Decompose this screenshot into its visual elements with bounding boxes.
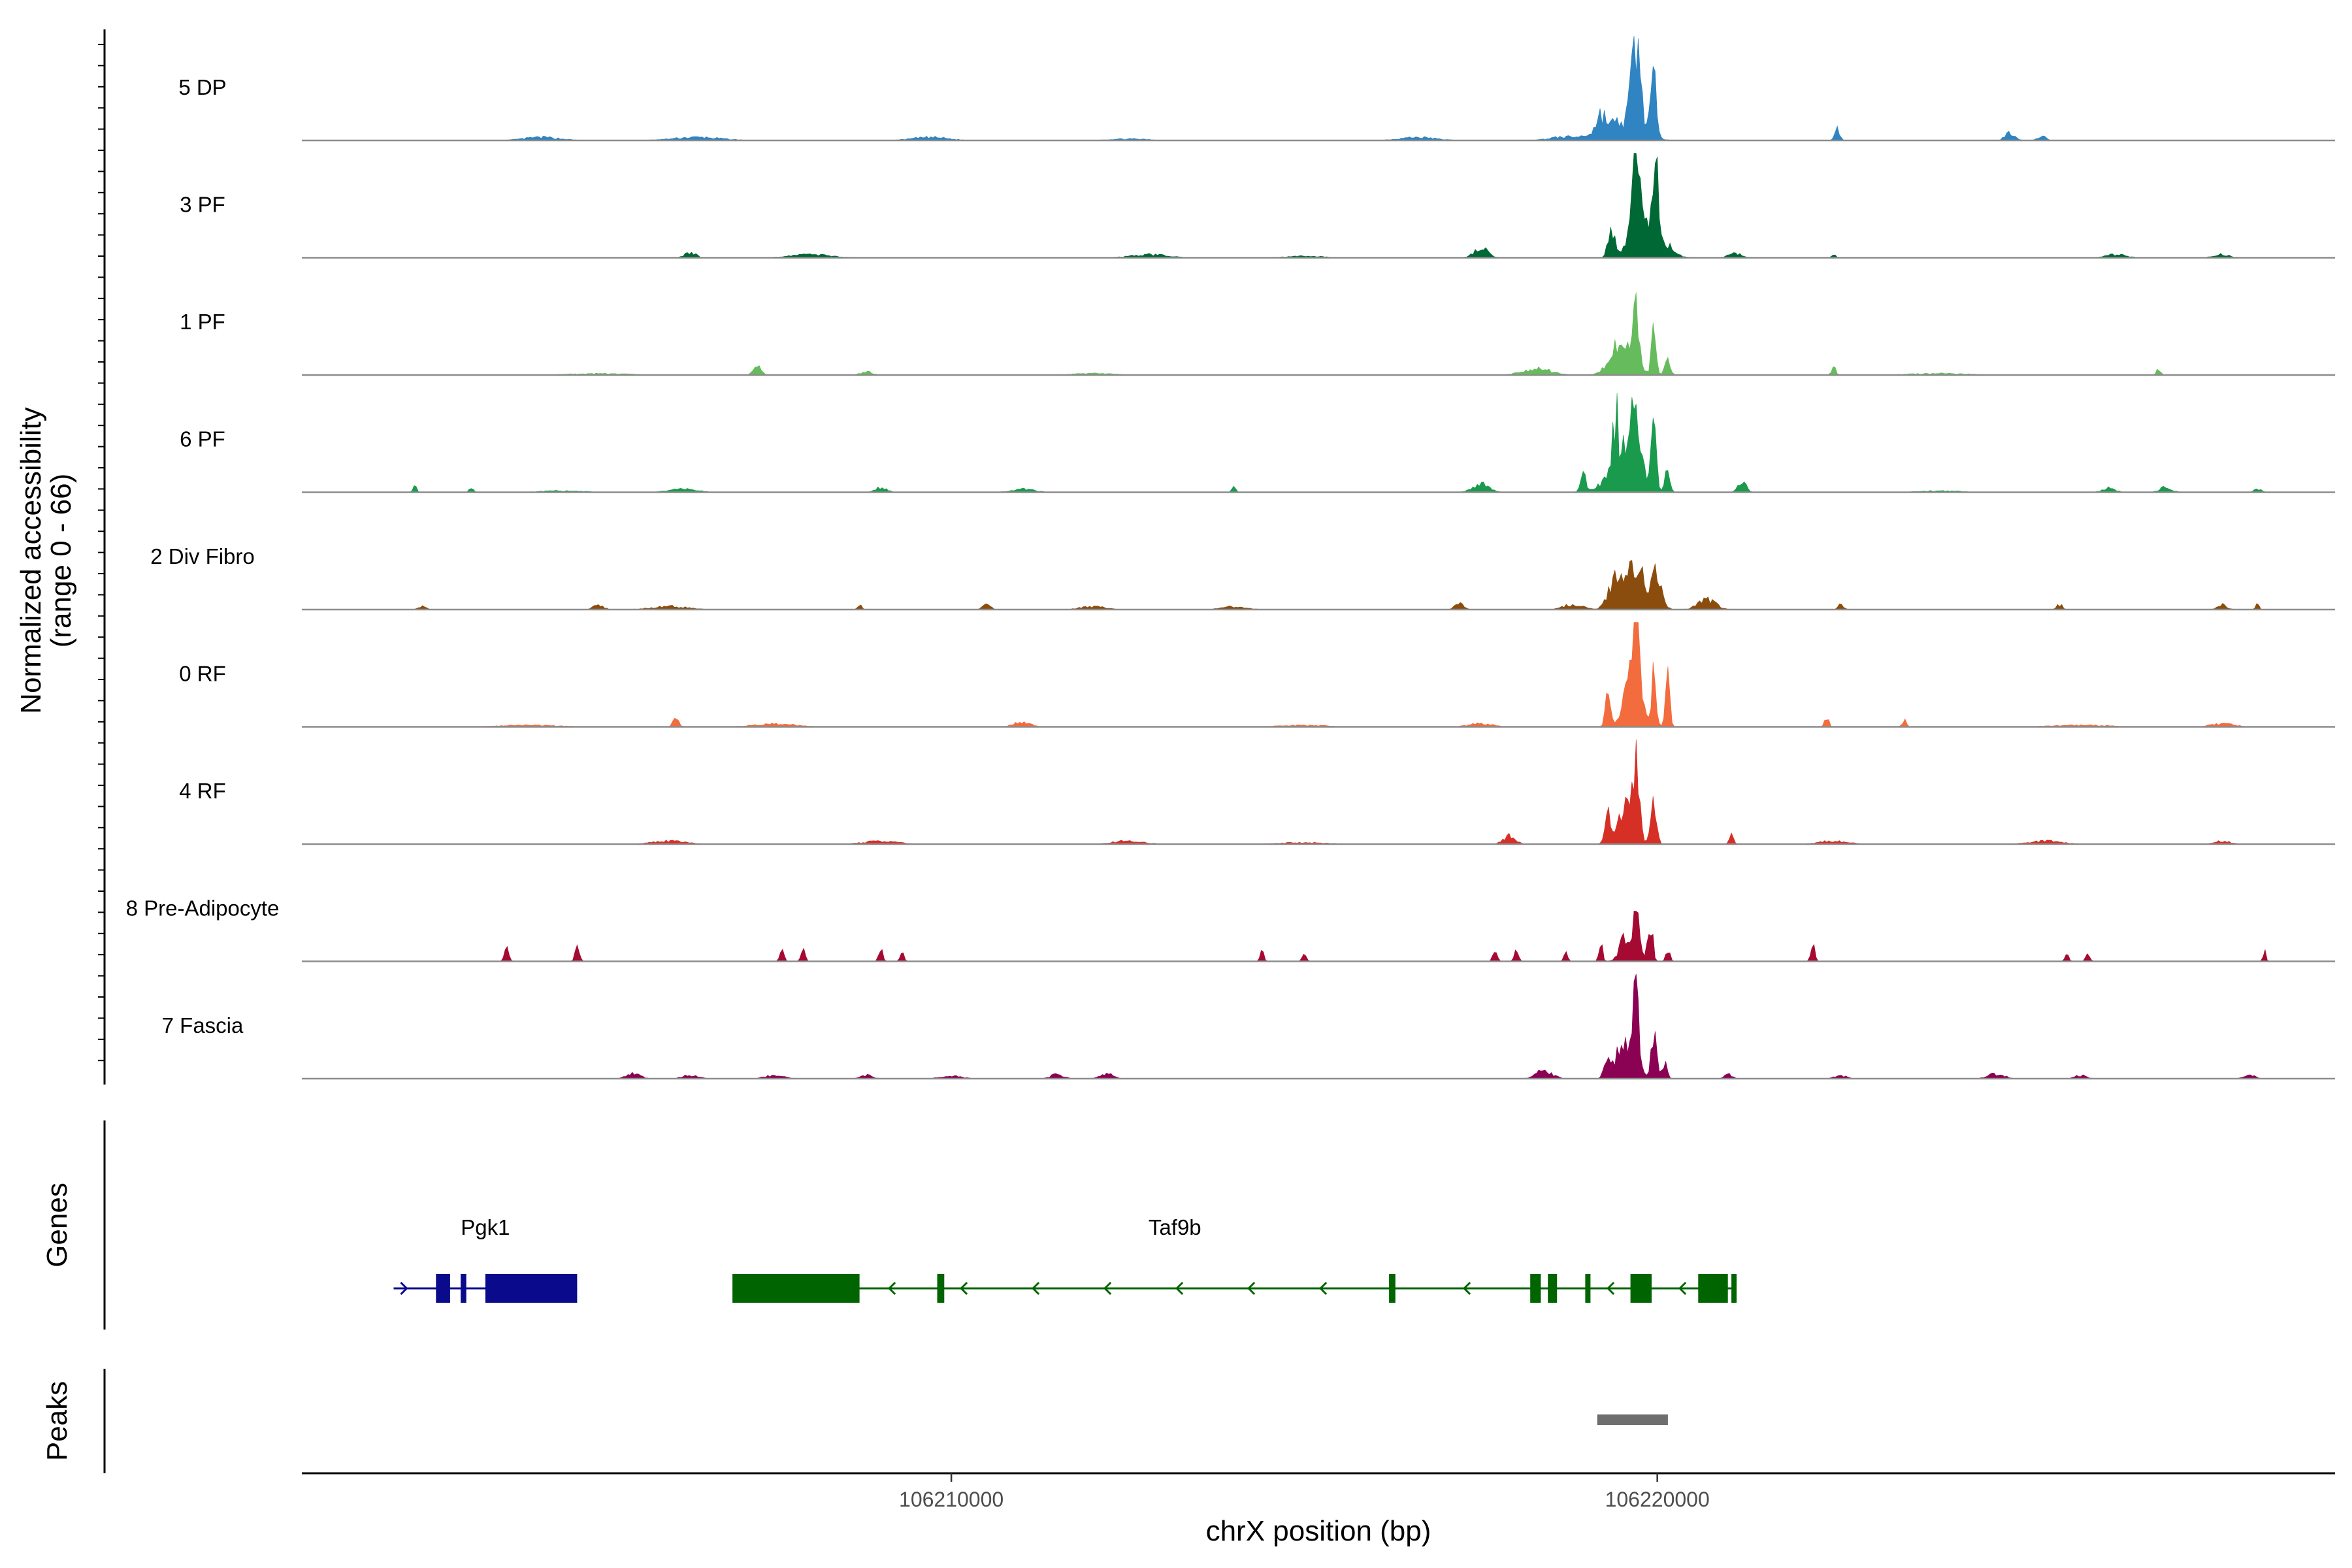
track-2: 1 PF — [180, 292, 2335, 376]
track-label: 5 DP — [178, 75, 226, 99]
x-axis: 106210000 106220000 — [302, 1472, 2335, 1511]
strand-arrow — [1247, 1281, 1256, 1296]
coverage-area — [302, 739, 2335, 845]
coverage-area — [302, 393, 2335, 493]
strand-arrow — [1607, 1281, 1615, 1296]
x-axis-title: chrX position (bp) — [1206, 1515, 1431, 1547]
track-3: 6 PF — [180, 393, 2335, 493]
gene-exon — [1389, 1274, 1396, 1303]
gene-exon — [436, 1274, 450, 1303]
strand-arrow — [400, 1281, 408, 1296]
track-8: 7 Fascia — [162, 973, 2335, 1080]
gene-models: Pgk1 Taf9b — [393, 1215, 1737, 1303]
strand-arrow — [1678, 1281, 1687, 1296]
track-0: 5 DP — [178, 35, 2335, 142]
track-label: 0 RF — [179, 662, 226, 686]
gene-exon — [1548, 1274, 1558, 1303]
x-tick-label: 106210000 — [899, 1488, 1004, 1511]
track-5: 0 RF — [179, 622, 2335, 728]
gene-pgk1: Pgk1 — [393, 1215, 578, 1303]
gene-label: Pgk1 — [461, 1215, 510, 1239]
strand-arrow — [1103, 1281, 1112, 1296]
peak-region-bar — [1597, 1414, 1668, 1425]
track-6: 4 RF — [179, 739, 2335, 845]
y-axis — [98, 29, 106, 1085]
track-label: 7 Fascia — [162, 1013, 244, 1037]
strand-arrow — [1463, 1281, 1471, 1296]
genes-panel-title: Genes — [41, 1183, 73, 1267]
track-label: 4 RF — [179, 779, 226, 803]
peaks-panel: Peaks — [41, 1369, 1668, 1473]
track-label: 1 PF — [180, 310, 225, 334]
coverage-area — [302, 560, 2335, 610]
coverage-area — [302, 153, 2335, 258]
strand-arrow — [1175, 1281, 1184, 1296]
y-axis-title: Normalized accessibility (range 0 - 66) — [15, 407, 77, 713]
coverage-area — [302, 910, 2335, 962]
strand-arrow — [888, 1281, 896, 1296]
coverage-tracks: 5 DP 3 PF 1 PF 6 PF 2 Div Fibro 0 RF 4 RF 8 Pre… — [126, 35, 2335, 1080]
genes-panel: Genes Pgk1 Taf9b — [41, 1120, 1737, 1330]
gene-exon — [461, 1274, 466, 1303]
track-1: 3 PF — [180, 153, 2335, 259]
gene-taf9b: Taf9b — [732, 1215, 1737, 1303]
y-axis-title-main: Normalized accessibility — [15, 407, 47, 713]
y-axis-title-range: (range 0 - 66) — [45, 474, 77, 648]
gene-exon — [1630, 1274, 1652, 1303]
x-tick-label: 106220000 — [1605, 1488, 1710, 1511]
coverage-area — [302, 35, 2335, 141]
gene-exon — [1530, 1274, 1541, 1303]
gene-exon — [1585, 1274, 1591, 1303]
gene-exon — [732, 1274, 860, 1303]
track-label: 2 Div Fibro — [150, 544, 255, 568]
gene-exon — [1731, 1274, 1737, 1303]
peak-regions — [1597, 1414, 1668, 1425]
gene-exon — [485, 1274, 578, 1303]
gene-label: Taf9b — [1149, 1215, 1201, 1239]
strand-arrow — [1319, 1281, 1328, 1296]
coverage-area — [302, 973, 2335, 1079]
track-label: 6 PF — [180, 427, 225, 451]
coverage-area — [302, 622, 2335, 727]
track-label: 8 Pre-Adipocyte — [126, 896, 280, 921]
gene-exon — [1698, 1274, 1728, 1303]
track-7: 8 Pre-Adipocyte — [126, 896, 2335, 962]
peaks-panel-title: Peaks — [41, 1381, 73, 1461]
coverage-area — [302, 292, 2335, 376]
strand-arrow — [1032, 1281, 1040, 1296]
track-label: 3 PF — [180, 193, 225, 217]
track-4: 2 Div Fibro — [150, 544, 2335, 611]
gene-exon — [937, 1274, 945, 1303]
strand-arrow — [960, 1281, 968, 1296]
